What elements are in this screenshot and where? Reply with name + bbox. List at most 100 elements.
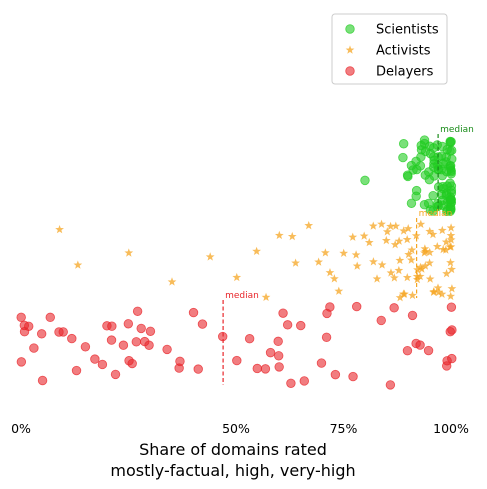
activists-point [420, 244, 430, 253]
scientists-point [446, 195, 456, 205]
activists-point [339, 248, 349, 257]
delayers-point [316, 358, 327, 368]
activists-point [425, 258, 434, 267]
activists-point [352, 261, 362, 270]
activists-point [394, 265, 404, 275]
scientists-point [419, 135, 430, 145]
delayers-point [188, 307, 199, 318]
activists-point [446, 230, 456, 240]
scientists-point [428, 190, 438, 201]
scientists-point [408, 165, 418, 175]
delayers-point [197, 319, 208, 329]
activists-point [55, 224, 64, 234]
activists-point [167, 277, 177, 286]
delayers-point [123, 319, 134, 329]
delayers-point [45, 312, 55, 323]
delayers-point [127, 358, 137, 369]
legend-marker-activists [345, 45, 355, 54]
scientists-point [406, 198, 417, 208]
activists-point [403, 224, 413, 233]
activists-point [334, 286, 344, 295]
activists-point [399, 289, 408, 298]
delayers-point [232, 355, 242, 366]
delayers-median-label: median [225, 291, 259, 301]
activists-point [413, 265, 422, 274]
legend-marker-scientists [345, 24, 355, 34]
activists-point [391, 221, 401, 230]
delayers-point [110, 369, 121, 380]
activists-point [389, 273, 399, 282]
delayers-point [376, 315, 386, 326]
activists-point [314, 257, 323, 266]
activists-median-label: median [419, 209, 453, 219]
activists-point [390, 240, 400, 249]
activists-point [407, 245, 417, 254]
activists-point [232, 272, 242, 282]
scientists-point [445, 136, 455, 147]
delayers-point [282, 320, 293, 330]
activists-point [364, 237, 374, 247]
delayers-point [71, 365, 82, 376]
delayers-point [132, 306, 143, 316]
activists-point [399, 226, 409, 235]
activists-point [348, 232, 358, 241]
delayers-point [145, 326, 156, 336]
activists-point [386, 268, 396, 277]
activists-point [291, 258, 300, 267]
activists-point [421, 246, 430, 256]
x-tick-label: 50% [222, 421, 250, 436]
activists-point [325, 268, 335, 277]
delayers-point [260, 364, 271, 374]
activists-point [408, 290, 417, 300]
median-markers: median median median [222, 125, 474, 385]
activists-point [445, 242, 455, 251]
activists-point [428, 229, 438, 239]
activists-series [55, 219, 457, 302]
scientists-point [442, 206, 452, 216]
delayers-point [16, 357, 27, 367]
legend: Scientists Activists Delayers [331, 13, 448, 85]
x-axis: 0% 50% 75% 100% [11, 421, 469, 436]
scientists-point [398, 152, 408, 163]
delayers-point [348, 371, 358, 382]
delayers-point [352, 301, 362, 312]
delayers-point [162, 344, 172, 355]
activists-point [252, 246, 261, 256]
delayers-point [37, 375, 48, 386]
scientists-point [428, 162, 439, 172]
activists-point [124, 248, 134, 257]
delayers-point [106, 335, 117, 345]
scientists-point [438, 184, 448, 194]
delayers-point [273, 351, 284, 361]
delayers-point [67, 333, 77, 344]
activists-point [446, 291, 456, 301]
delayers-point [299, 376, 309, 386]
legend-label-scientists: Scientists [376, 23, 439, 38]
activists-point [261, 292, 271, 302]
activists-point [447, 264, 456, 274]
x-tick-label: 0% [11, 421, 31, 436]
scientists-point [398, 139, 409, 149]
activists-point [420, 261, 430, 270]
scientists-point [415, 161, 426, 171]
activists-point [386, 221, 395, 231]
activists-point [446, 223, 456, 232]
activists-point [377, 260, 387, 269]
delayers-point [29, 343, 39, 353]
activists-point [416, 219, 426, 228]
activists-point [395, 255, 405, 265]
activists-point [442, 269, 451, 278]
activists-point [437, 289, 447, 298]
delayers-point [415, 340, 425, 350]
activists-point [329, 274, 339, 283]
delayers-point [131, 337, 142, 347]
activists-point [402, 272, 412, 282]
delayers-point [402, 345, 413, 356]
delayers-point [330, 369, 341, 380]
delayers-point [193, 364, 203, 374]
delayers-series [16, 301, 457, 390]
activists-point [434, 287, 443, 297]
activists-point [404, 249, 413, 259]
activists-point [416, 262, 425, 272]
